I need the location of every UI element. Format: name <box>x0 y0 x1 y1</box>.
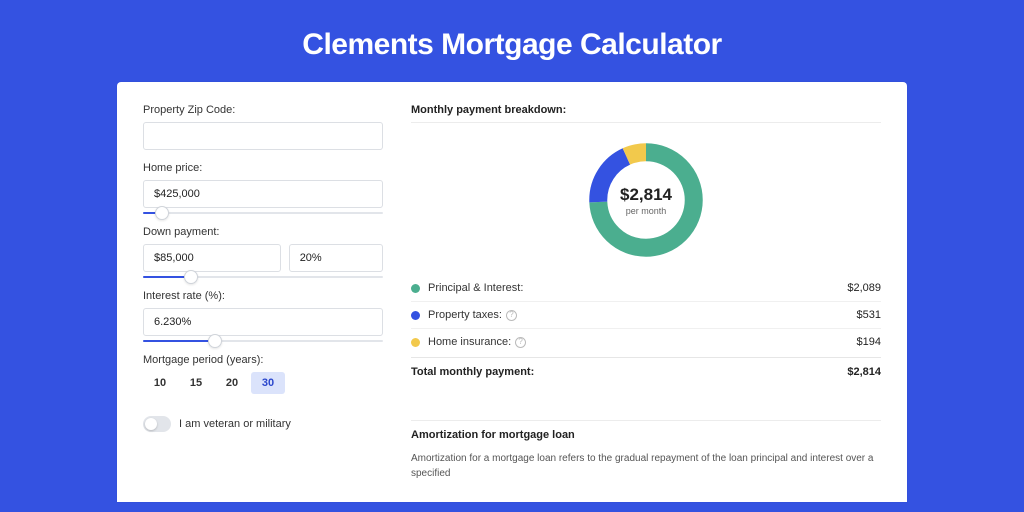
total-row: Total monthly payment: $2,814 <box>411 357 881 386</box>
donut-center-sub: per month <box>626 206 667 216</box>
page-title: Clements Mortgage Calculator <box>0 0 1024 82</box>
breakdown-title: Monthly payment breakdown: <box>411 104 881 116</box>
interest-slider[interactable] <box>143 340 383 342</box>
period-group: 10152030 <box>143 372 383 394</box>
veteran-label: I am veteran or military <box>179 418 291 430</box>
breakdown-column: Monthly payment breakdown: $2,814 per mo… <box>411 104 881 462</box>
payment-donut-chart: $2,814 per month <box>583 137 709 263</box>
legend-value-principal: $2,089 <box>847 282 881 294</box>
home-price-label: Home price: <box>143 162 383 174</box>
divider <box>411 122 881 123</box>
down-payment-label: Down payment: <box>143 226 383 238</box>
legend-value-taxes: $531 <box>857 309 881 321</box>
legend: Principal & Interest: $2,089 Property taxe… <box>411 275 881 355</box>
legend-dot-taxes <box>411 311 420 320</box>
legend-value-insurance: $194 <box>857 336 881 348</box>
legend-label-insurance: Home insurance: ? <box>428 336 526 348</box>
down-payment-amount-input[interactable] <box>143 244 281 272</box>
legend-dot-insurance <box>411 338 420 347</box>
legend-label-principal: Principal & Interest: <box>428 282 523 294</box>
divider <box>411 420 881 421</box>
total-label: Total monthly payment: <box>411 366 534 378</box>
period-label: Mortgage period (years): <box>143 354 383 366</box>
form-column: Property Zip Code: Home price: Down paym… <box>143 104 383 462</box>
interest-input[interactable] <box>143 308 383 336</box>
home-price-slider[interactable] <box>143 212 383 214</box>
total-value: $2,814 <box>847 366 881 378</box>
legend-dot-principal <box>411 284 420 293</box>
down-payment-slider[interactable] <box>143 276 383 278</box>
home-price-input[interactable] <box>143 180 383 208</box>
period-option-20[interactable]: 20 <box>215 372 249 394</box>
period-option-15[interactable]: 15 <box>179 372 213 394</box>
donut-center-value: $2,814 <box>620 185 672 205</box>
legend-row-principal: Principal & Interest: $2,089 <box>411 275 881 301</box>
info-icon[interactable]: ? <box>515 337 526 348</box>
legend-row-taxes: Property taxes: ? $531 <box>411 301 881 328</box>
legend-row-insurance: Home insurance: ? $194 <box>411 328 881 355</box>
calculator-card: Property Zip Code: Home price: Down paym… <box>117 82 907 502</box>
period-option-30[interactable]: 30 <box>251 372 285 394</box>
interest-label: Interest rate (%): <box>143 290 383 302</box>
down-payment-pct-input[interactable] <box>289 244 383 272</box>
period-option-10[interactable]: 10 <box>143 372 177 394</box>
zip-input[interactable] <box>143 122 383 150</box>
info-icon[interactable]: ? <box>506 310 517 321</box>
legend-label-taxes: Property taxes: ? <box>428 309 517 321</box>
amortization-title: Amortization for mortgage loan <box>411 429 881 441</box>
zip-label: Property Zip Code: <box>143 104 383 116</box>
veteran-toggle[interactable] <box>143 416 171 432</box>
amortization-text: Amortization for a mortgage loan refers … <box>411 451 881 481</box>
